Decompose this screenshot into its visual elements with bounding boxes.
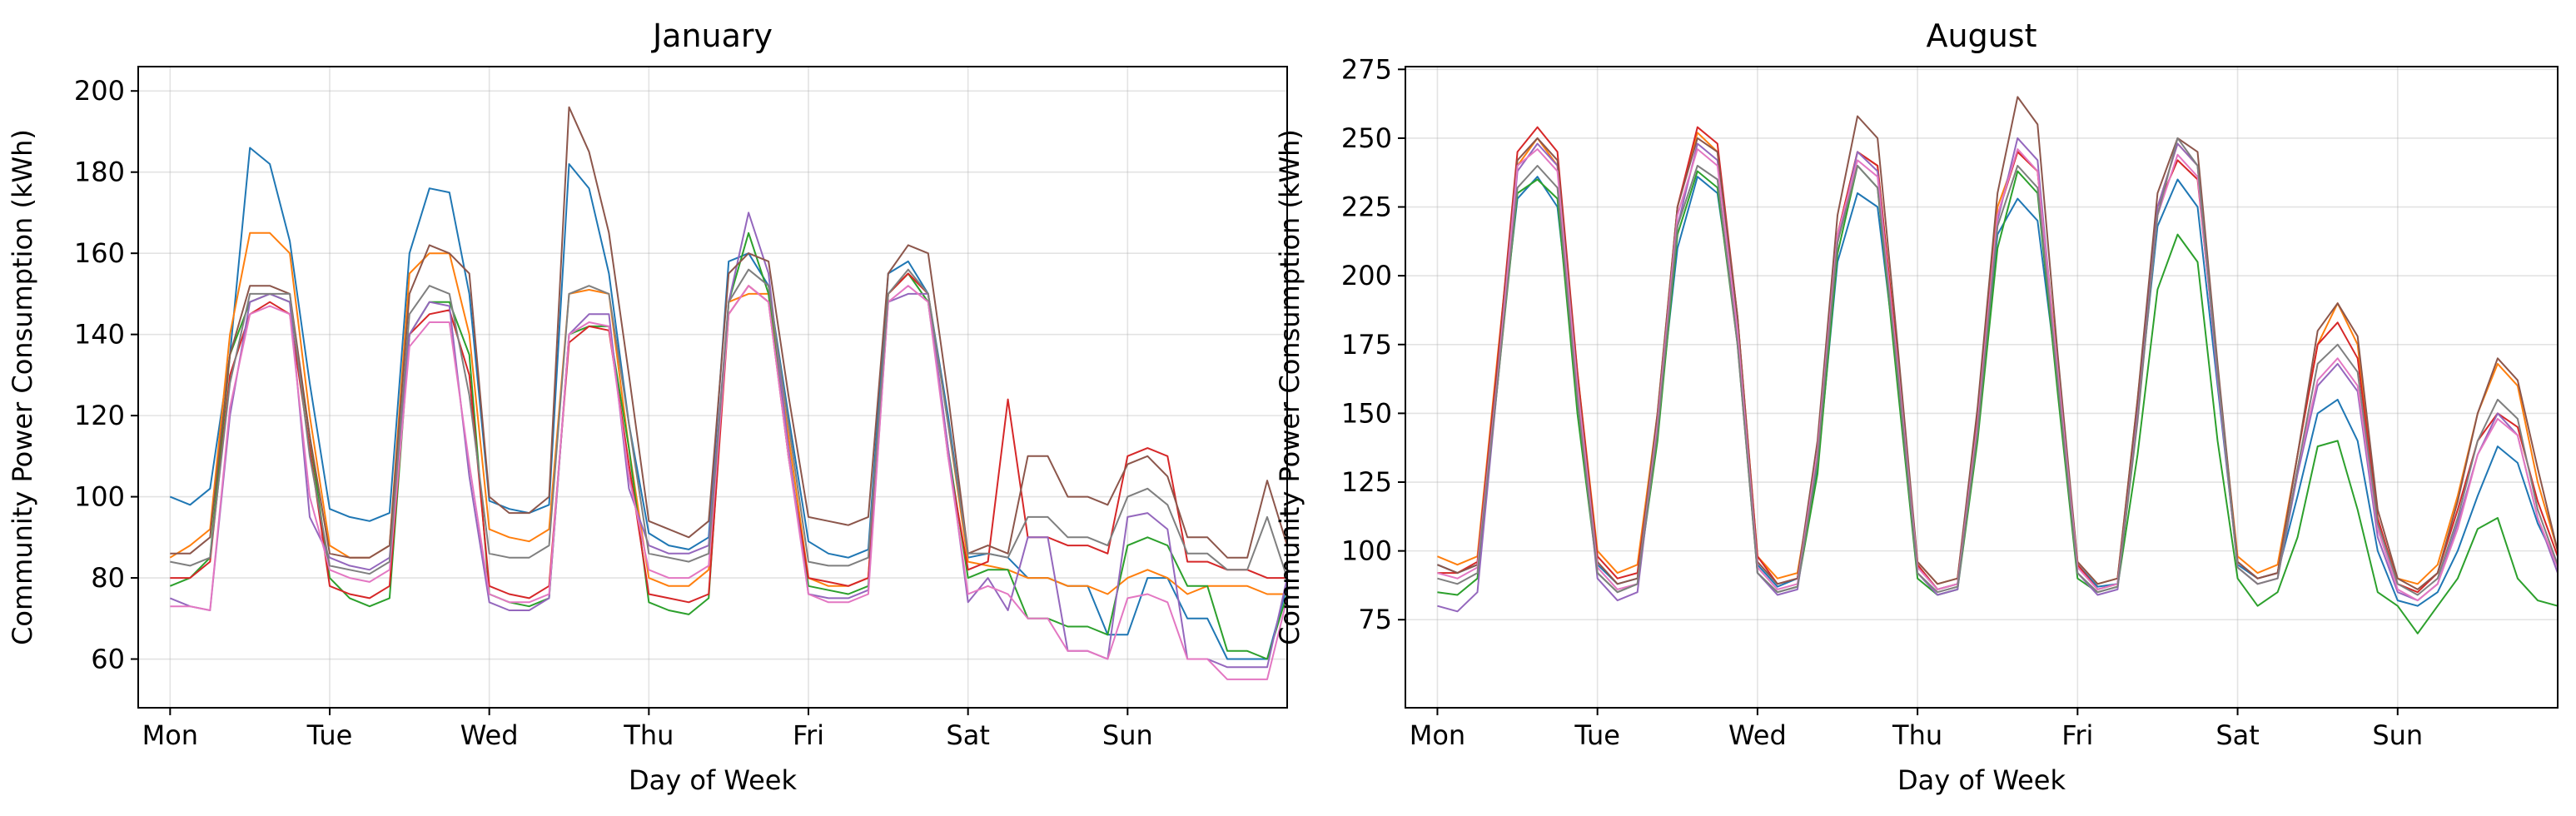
x-axis-label: Day of Week <box>1897 764 2066 796</box>
y-tick-label: 120 <box>74 400 125 431</box>
x-tick-label: Sat <box>946 719 989 751</box>
x-tick-label: Sun <box>2372 719 2423 751</box>
series-line-6 <box>170 106 1288 559</box>
x-tick-label: Wed <box>460 719 519 751</box>
series-group <box>169 106 1288 680</box>
x-tick-label: Tue <box>306 719 353 751</box>
y-tick-label: 60 <box>91 644 125 675</box>
series-line-8 <box>1437 137 2559 596</box>
y-tick-label: 225 <box>1341 192 1392 223</box>
chart-january: Mon Tue Wed Thu Fri Sat Sun 60 80 100 120 140 160 180… <box>7 17 1288 796</box>
y-tick-label: 180 <box>74 157 125 188</box>
y-axis-label: Community Power Consumption (kWh) <box>7 129 38 645</box>
y-tick-label: 275 <box>1341 53 1392 85</box>
y-tick-label: 100 <box>1341 535 1392 567</box>
x-tick-label: Mon <box>1410 719 1465 751</box>
series-line-7 <box>170 285 1288 680</box>
y-axis-label: Community Power Consumption (kWh) <box>1274 129 1305 645</box>
plot-frame <box>1405 66 2559 709</box>
chart-august: Mon Tue Wed Thu Fri Sat Sun 75 100 125 150 175 200 22… <box>1274 17 2559 796</box>
series-line-7 <box>1437 148 2559 602</box>
series-line-8 <box>170 268 1288 579</box>
series-line-3 <box>169 231 1288 660</box>
x-axis-label: Day of Week <box>629 764 798 796</box>
series-group <box>1437 96 2559 634</box>
chart-title: January <box>651 17 773 54</box>
plot-frame <box>137 66 1288 709</box>
x-tick-label: Tue <box>1574 719 1620 751</box>
x-tick-label: Fri <box>2061 719 2093 751</box>
x-tick-label: Fri <box>793 719 824 751</box>
y-tick-label: 200 <box>1341 260 1392 291</box>
y-tick-label: 140 <box>74 319 125 351</box>
y-tick-label: 125 <box>1341 466 1392 498</box>
y-tick-label: 160 <box>74 237 125 269</box>
x-tick-label: Sat <box>2215 719 2259 751</box>
series-line-2 <box>169 231 1287 595</box>
x-tick-label: Thu <box>1892 719 1942 751</box>
chart-title: August <box>1927 17 2037 54</box>
series-line-1 <box>1437 176 2559 607</box>
y-tick-label: 75 <box>1358 604 1392 635</box>
series-line-1 <box>169 147 1288 660</box>
series-line-6 <box>1437 96 2559 590</box>
y-tick-label: 250 <box>1341 122 1392 154</box>
y-tick-label: 200 <box>74 75 125 107</box>
x-tick-label: Mon <box>142 719 198 751</box>
x-tick-label: Wed <box>1728 719 1787 751</box>
y-tick-label: 175 <box>1341 329 1392 361</box>
x-tick-label: Thu <box>623 719 674 751</box>
x-tick-label: Sun <box>1102 719 1153 751</box>
y-tick-label: 150 <box>1341 397 1392 429</box>
y-tick-label: 100 <box>74 481 125 513</box>
y-tick-label: 80 <box>91 562 125 594</box>
